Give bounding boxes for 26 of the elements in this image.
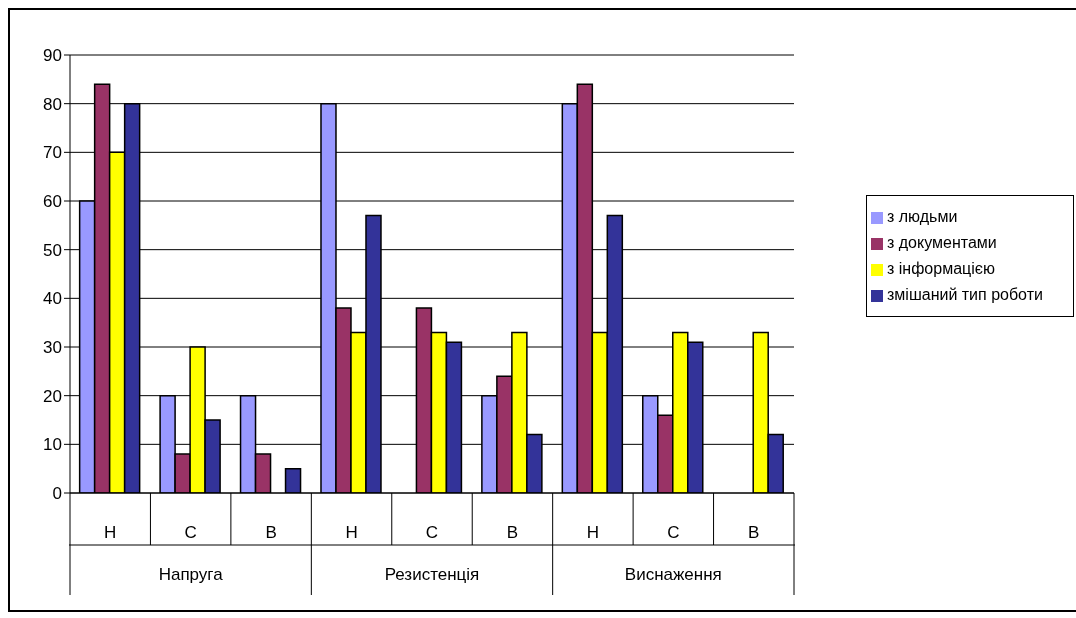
text: Виснаження	[623, 565, 723, 585]
y-tick-label: 50	[43, 240, 62, 260]
y-tick-label: 0	[52, 484, 62, 504]
y-tick-label: 60	[43, 192, 62, 212]
x-tick-label: Н	[104, 523, 117, 543]
y-tick-label: 30	[43, 338, 62, 358]
y-tick-label: 80	[43, 94, 62, 114]
x-tick-label: Н	[586, 523, 600, 543]
text: Напруга	[157, 565, 224, 585]
x-tick-label: С	[425, 523, 439, 543]
y-tick-label: 90	[43, 46, 62, 66]
y-tick-label: 40	[43, 289, 62, 309]
x-tick-label: В	[748, 523, 760, 543]
x-tick-label: Н	[345, 523, 358, 543]
text: Резистенція	[383, 565, 481, 585]
y-tick-label: 10	[43, 435, 62, 455]
legend-label: з інформацією	[887, 260, 995, 277]
y-tick-label: 20	[43, 386, 62, 406]
x-tick-label: В	[506, 523, 519, 543]
legend-label: змішаний тип роботи	[887, 286, 1043, 303]
legend-label: з людьми	[887, 208, 958, 225]
x-tick-label: С	[667, 523, 680, 543]
x-tick-label: В	[265, 523, 277, 543]
legend-label: з документами	[887, 234, 997, 251]
x-tick-label: С	[184, 523, 197, 543]
y-tick-label: 70	[43, 143, 62, 163]
